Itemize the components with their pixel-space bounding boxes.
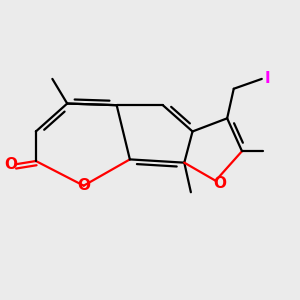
Text: I: I (265, 71, 271, 86)
Text: O: O (213, 176, 226, 191)
Text: O: O (4, 157, 17, 172)
Text: O: O (77, 178, 90, 193)
